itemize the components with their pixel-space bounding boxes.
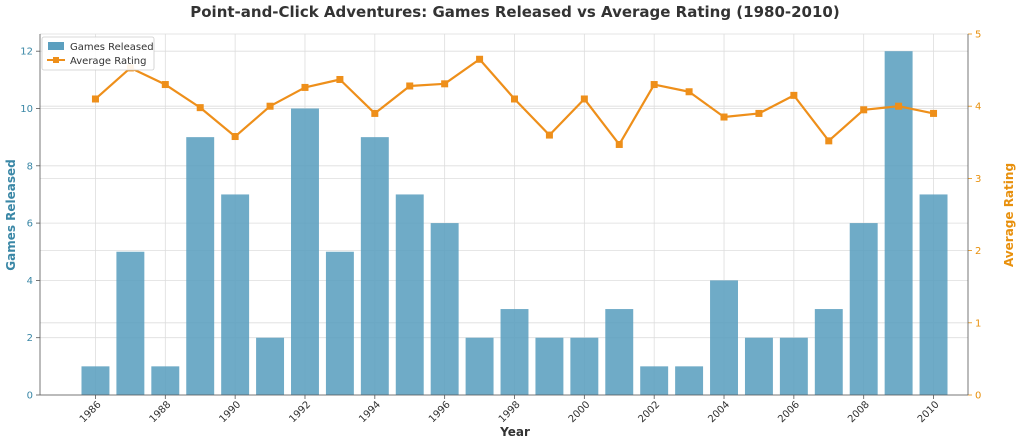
x-tick-label: 1992 (287, 399, 313, 425)
y-right-tick-label: 1 (975, 318, 981, 329)
point-average-rating (545, 131, 553, 139)
legend-swatch-games-released (48, 42, 64, 50)
x-tick-label: 2008 (846, 399, 872, 425)
bar-games-released (151, 366, 180, 395)
x-axis-title: Year (499, 425, 530, 439)
y-left-tick-label: 6 (27, 219, 33, 230)
bar-games-released (710, 280, 738, 395)
y-right-tick-label: 4 (975, 102, 981, 113)
x-tick-label: 2010 (916, 399, 942, 425)
bar-games-released (465, 337, 494, 395)
bar-games-released (186, 137, 215, 395)
y-axis-left-title: Games Released (4, 159, 18, 271)
bar-games-released (221, 194, 250, 395)
point-average-rating (161, 81, 169, 89)
line-layer (91, 55, 938, 148)
point-average-rating (580, 95, 588, 103)
point-average-rating (860, 106, 868, 114)
bar-games-released (640, 366, 669, 395)
x-tick-label: 2000 (567, 399, 593, 425)
legend: Games Released Average Rating (41, 36, 155, 71)
point-average-rating (266, 102, 274, 110)
point-average-rating (406, 82, 414, 90)
y-left-tick-label: 10 (20, 104, 33, 115)
bar-games-released (395, 194, 424, 395)
bars-layer (81, 51, 948, 395)
legend-marker-average-rating (53, 57, 59, 63)
bar-games-released (849, 223, 878, 395)
bar-games-released (675, 366, 704, 395)
y-left-tick-label: 4 (27, 276, 33, 287)
x-tick-label: 1994 (357, 399, 383, 425)
x-tick-label: 1998 (497, 399, 523, 425)
point-average-rating (895, 102, 903, 110)
bar-games-released (814, 309, 843, 395)
point-average-rating (930, 109, 938, 117)
chart-title: Point-and-Click Adventures: Games Releas… (190, 3, 839, 21)
point-average-rating (650, 81, 658, 89)
bar-games-released (256, 337, 285, 395)
y-left-tick-label: 0 (27, 391, 33, 402)
y-right-tick-label: 3 (975, 174, 981, 185)
bar-games-released (325, 251, 354, 395)
point-average-rating (91, 95, 99, 103)
point-average-rating (685, 88, 693, 96)
bar-games-released (116, 251, 145, 395)
y-right-tick-label: 2 (975, 246, 981, 257)
y-right-tick-label: 0 (975, 391, 981, 402)
point-average-rating (196, 104, 204, 112)
y-left-tick-label: 12 (20, 47, 33, 58)
point-average-rating (371, 109, 379, 117)
bar-games-released (570, 337, 599, 395)
x-tick-label: 2002 (637, 399, 663, 425)
bar-games-released (605, 309, 634, 395)
point-average-rating (511, 95, 518, 103)
bar-games-released (535, 337, 564, 395)
point-average-rating (825, 137, 833, 145)
x-tick-label: 2004 (706, 399, 732, 425)
point-average-rating (301, 83, 309, 91)
x-tick-label: 2006 (776, 399, 802, 425)
point-average-rating (755, 109, 763, 117)
legend-label-average-rating: Average Rating (70, 56, 146, 67)
point-average-rating (336, 75, 344, 83)
legend-box (41, 36, 155, 71)
bar-games-released (919, 194, 948, 395)
y-left-tick-label: 8 (27, 161, 33, 172)
point-average-rating (615, 140, 623, 148)
bar-games-released (430, 223, 459, 395)
point-average-rating (790, 91, 798, 99)
y-left-tick-label: 2 (27, 333, 33, 344)
x-tick-label: 1990 (217, 399, 243, 425)
legend-label-games-released: Games Released (70, 42, 154, 53)
x-tick-label: 1988 (148, 399, 174, 425)
x-tick-label: 1986 (78, 399, 104, 425)
bar-games-released (500, 309, 529, 395)
point-average-rating (720, 113, 728, 121)
bar-games-released (81, 366, 110, 395)
y-axis-right-title: Average Rating (1002, 163, 1016, 267)
bar-games-released (360, 137, 389, 395)
bar-games-released (744, 337, 773, 395)
point-average-rating (476, 55, 484, 63)
x-tick-label: 1996 (427, 399, 453, 425)
point-average-rating (441, 80, 449, 88)
point-average-rating (231, 133, 239, 141)
bar-games-released (291, 108, 319, 395)
bar-games-released (779, 337, 808, 395)
y-right-tick-label: 5 (975, 30, 981, 41)
